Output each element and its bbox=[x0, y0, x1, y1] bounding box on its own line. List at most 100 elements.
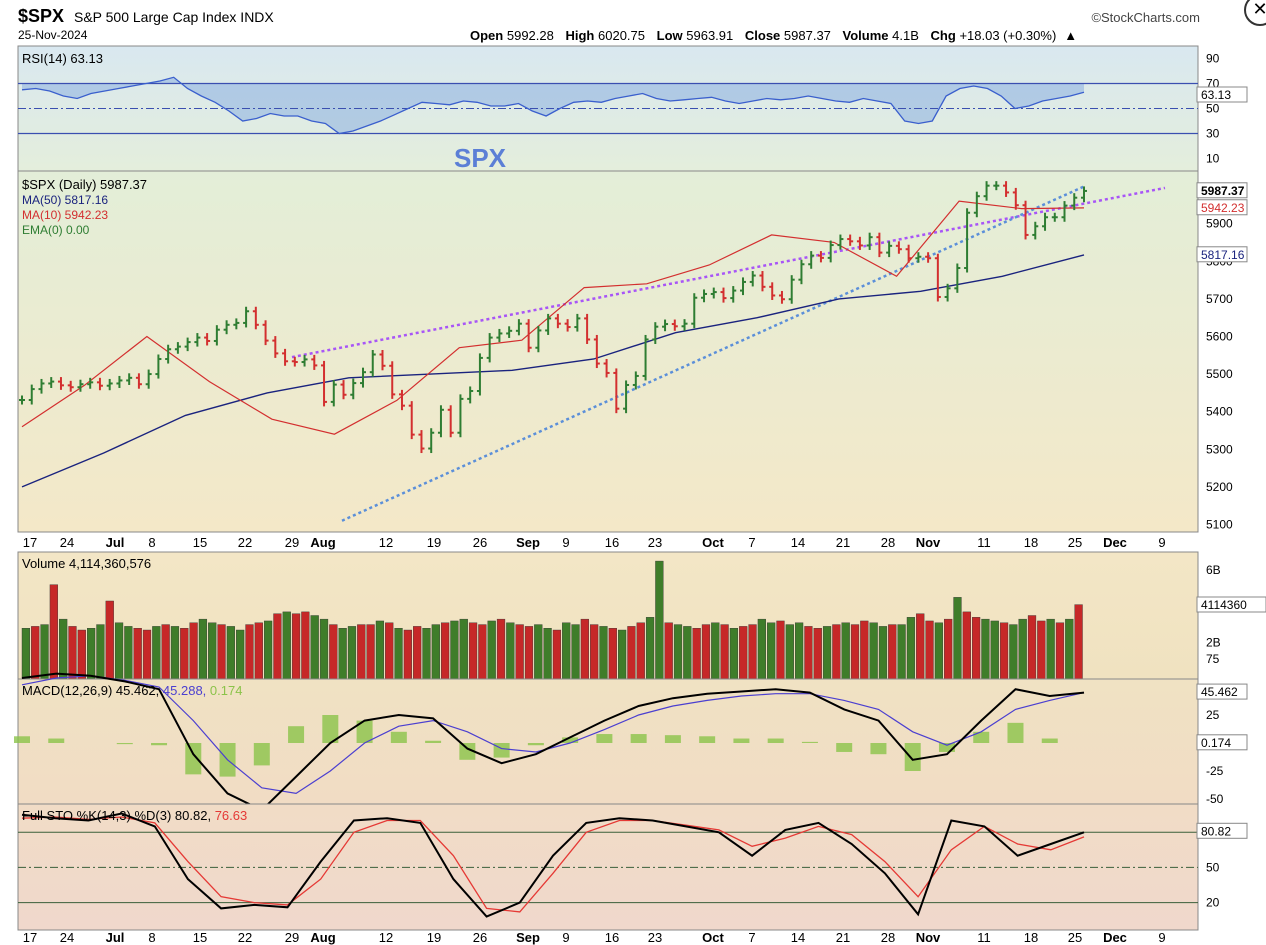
ohlc-bar bbox=[798, 259, 805, 285]
x-tick-label: 21 bbox=[836, 535, 850, 550]
ohlc-bar bbox=[48, 377, 55, 388]
volume-label: Volume bbox=[842, 28, 889, 43]
x-tick-label: 12 bbox=[379, 535, 393, 550]
volume-bar bbox=[198, 618, 208, 680]
open-value: 5992.28 bbox=[506, 28, 554, 43]
ohlc-bar bbox=[1022, 200, 1029, 240]
macd-hist-bar bbox=[596, 734, 613, 743]
volume-bar bbox=[40, 624, 49, 680]
ohlc-bar bbox=[457, 394, 464, 438]
x-tick-label-bottom: 15 bbox=[193, 930, 207, 945]
x-tick-label: 26 bbox=[473, 535, 487, 550]
volume-bar bbox=[59, 618, 68, 680]
volume-bar bbox=[711, 622, 720, 680]
ohlc-bar bbox=[652, 322, 659, 344]
sto-panel: 80502080.82 Full STO %K(14,3) %D(3) 80.8… bbox=[17, 803, 1248, 931]
macd-hist-bar bbox=[938, 743, 955, 752]
volume-bar bbox=[236, 629, 245, 680]
close-icon[interactable]: ✕ bbox=[1244, 0, 1266, 26]
ohlc-bar bbox=[67, 380, 74, 392]
ohlc-bar bbox=[584, 313, 591, 344]
volume-bar bbox=[795, 622, 804, 680]
volume-bar bbox=[804, 626, 813, 680]
volume-bar bbox=[552, 629, 562, 680]
sto-legend: Full STO %K(14,3) %D(3) 80.82, 76.63 bbox=[22, 808, 247, 823]
volume-bar bbox=[441, 622, 450, 680]
ohlc-bar bbox=[574, 313, 581, 332]
ohlc-bar bbox=[447, 405, 454, 438]
high-label: High bbox=[565, 28, 595, 43]
x-tick-label-bottom: 28 bbox=[881, 930, 895, 945]
x-tick-label: 11 bbox=[977, 535, 991, 550]
index-name: S&P 500 Large Cap Index INDX bbox=[74, 9, 274, 25]
x-tick-label: 9 bbox=[1158, 535, 1165, 550]
macd-hist-bar bbox=[390, 731, 407, 743]
volume-bar bbox=[916, 613, 925, 680]
ohlc-bar bbox=[525, 319, 532, 353]
x-tick-label: 8 bbox=[148, 535, 155, 550]
volume-bar bbox=[850, 624, 860, 680]
ohlc-bar bbox=[701, 289, 708, 303]
x-tick-label-bottom: Oct bbox=[702, 930, 724, 945]
ma50-legend: MA(50) 5817.16 bbox=[22, 193, 108, 207]
ohlc-bar bbox=[681, 319, 688, 331]
ohlc-bar bbox=[827, 240, 834, 263]
sto-k-line bbox=[21, 812, 1085, 918]
volume-bar bbox=[1009, 624, 1018, 680]
brand-label[interactable]: ©StockCharts.com bbox=[1091, 10, 1200, 25]
ohlc-bar bbox=[691, 293, 698, 329]
ohlc-bar bbox=[808, 251, 815, 269]
x-tick-label: 18 bbox=[1024, 535, 1038, 550]
volume-bar bbox=[562, 622, 571, 680]
volume-bar bbox=[375, 620, 385, 680]
macd-hist-bar bbox=[630, 734, 647, 743]
volume-bar bbox=[580, 618, 589, 680]
volume-bar bbox=[161, 624, 170, 680]
ohlc-bar bbox=[749, 271, 756, 287]
ohlc-bar bbox=[759, 271, 766, 292]
ohlc-bar bbox=[204, 333, 211, 346]
ohlc-bar bbox=[769, 282, 776, 300]
ohlc-bar bbox=[535, 325, 542, 353]
ohlc-bar bbox=[311, 354, 318, 370]
macd-y-tick: 25 bbox=[1206, 708, 1220, 722]
ohlc-bar bbox=[856, 236, 863, 250]
high-value: 6020.75 bbox=[598, 28, 645, 43]
ohlc-bar bbox=[564, 319, 571, 332]
volume-bar bbox=[692, 628, 701, 680]
volume-bar bbox=[515, 624, 524, 680]
ohlc-bar bbox=[642, 334, 649, 381]
x-tick-label-bottom: 9 bbox=[1158, 930, 1165, 945]
ohlc-bar bbox=[398, 389, 405, 411]
ohlc-bar bbox=[778, 290, 785, 304]
ohlc-bar bbox=[993, 181, 1000, 191]
volume-bar bbox=[217, 624, 226, 680]
volume-bar bbox=[450, 620, 459, 680]
volume-bar bbox=[68, 626, 77, 680]
x-tick-label-bottom: 18 bbox=[1024, 930, 1038, 945]
ohlc-bar bbox=[476, 353, 483, 396]
sto-d-line bbox=[21, 816, 1085, 913]
price-panel-bg bbox=[17, 170, 1199, 533]
ohlc-bar bbox=[895, 241, 902, 254]
volume-bar bbox=[664, 622, 673, 680]
volume-bar bbox=[87, 628, 96, 680]
ohlc-bar bbox=[876, 232, 883, 258]
x-tick-label: Jul bbox=[106, 535, 125, 550]
x-tick-label-bottom: Nov bbox=[916, 930, 941, 945]
ohlc-bar bbox=[915, 252, 922, 263]
price-y-tick: 5400 bbox=[1206, 405, 1233, 419]
ohlc-bar bbox=[496, 328, 503, 343]
ohlc-bar bbox=[321, 360, 328, 407]
macd-hist-bar bbox=[493, 743, 510, 758]
volume-bar bbox=[282, 611, 291, 680]
macd-hist-bar bbox=[836, 743, 853, 752]
volume-bar bbox=[226, 626, 235, 680]
macd-hist-bar bbox=[801, 741, 818, 743]
volume-bar bbox=[273, 613, 282, 680]
macd-hist-bar bbox=[322, 715, 339, 743]
x-tick-label-bottom: 17 bbox=[23, 930, 37, 945]
price-y-tick: 5900 bbox=[1206, 217, 1233, 231]
volume-bar bbox=[49, 584, 58, 680]
